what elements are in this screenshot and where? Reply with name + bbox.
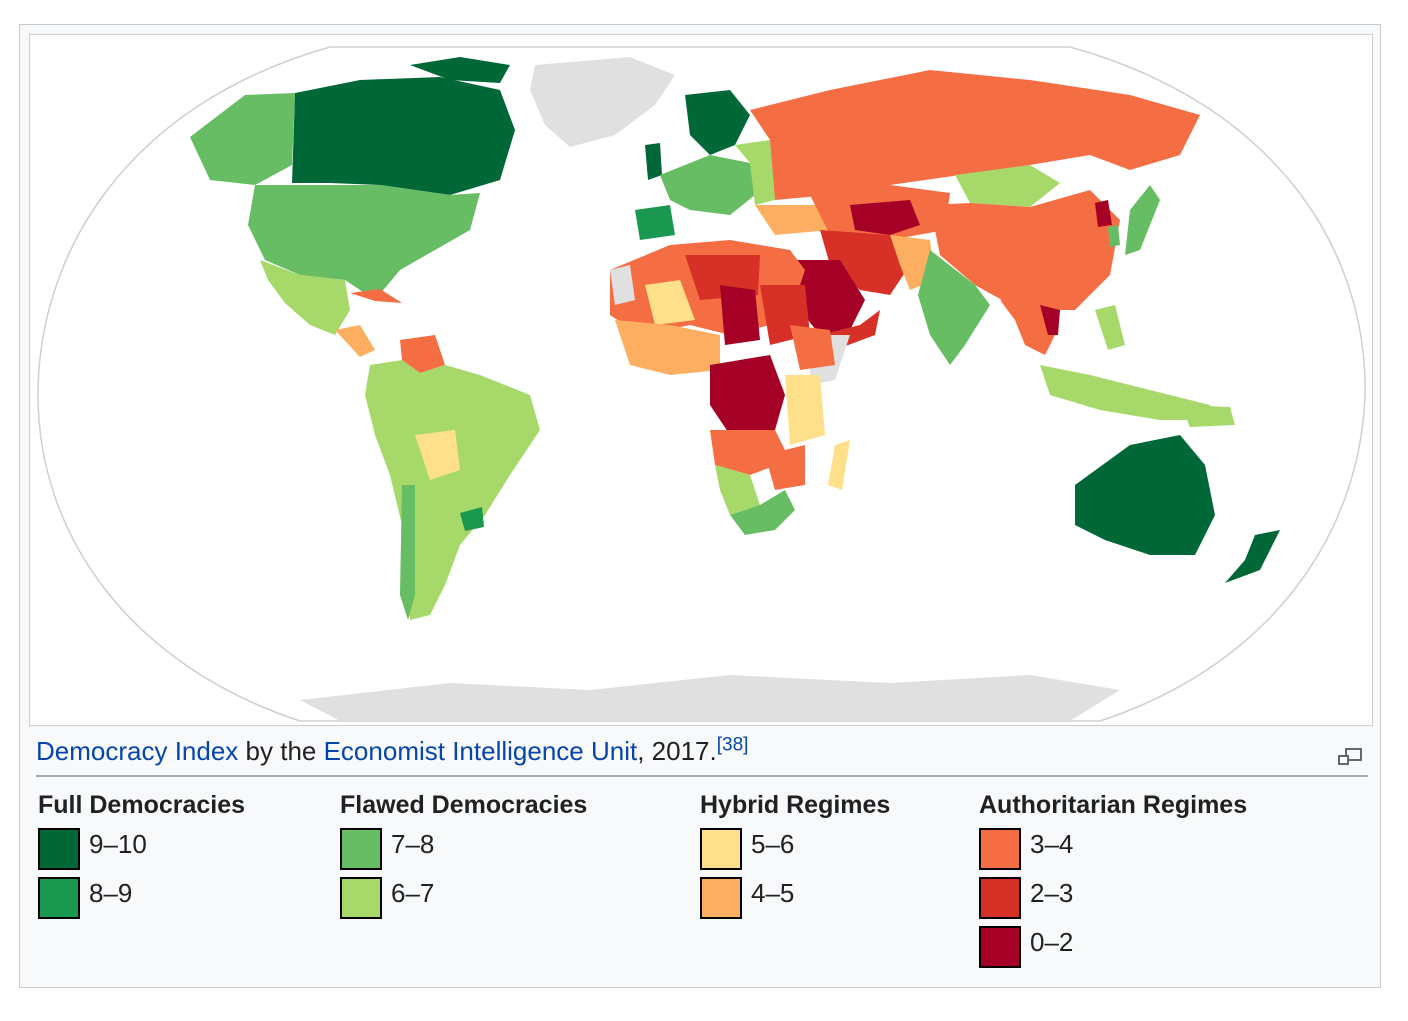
reference: [38] [717,734,749,755]
caption-divider [36,775,1368,777]
world-map [37,46,1366,722]
region-west-africa [615,320,720,375]
world-map-image[interactable] [29,34,1373,726]
legend-swatch [38,828,80,870]
legend-swatch [340,828,382,870]
region-chile [400,485,415,620]
region-japan [1125,185,1160,255]
region-russia [750,70,1200,200]
legend-swatch [38,877,80,919]
region-balkans-turkey [755,205,830,235]
legend-label: 5–6 [751,829,795,859]
region-eastern-europe [735,140,775,205]
region-iberia [635,205,675,240]
legend-item: 0–2 [979,921,1247,970]
caption-text-year: , 2017. [637,736,717,766]
legend-swatch [979,828,1021,870]
region-bolivia [415,430,460,480]
legend-title: Flawed Democracies [340,791,588,819]
region-vietnam-laos [1040,305,1060,335]
region-mongolia [955,165,1060,207]
region-arctic-islands [410,57,510,83]
legend-hybrid-regimes: Hybrid Regimes 5–6 4–5 [700,787,890,921]
legend-label: 6–7 [391,878,435,908]
legend-item: 3–4 [979,823,1247,872]
legend-swatch [700,877,742,919]
region-uruguay [460,507,484,531]
region-indochina [1000,300,1055,355]
legend-item: 2–3 [979,872,1247,921]
legend-authoritarian-regimes: Authoritarian Regimes 3–4 2–3 0–2 [979,787,1247,970]
region-namibia-botswana [715,465,760,515]
legend-title: Authoritarian Regimes [979,791,1248,819]
legend-swatch [340,877,382,919]
legend-item: 8–9 [38,872,245,921]
region-chad [720,285,760,345]
legend-item: 9–10 [38,823,245,872]
region-usa [248,185,480,300]
region-north-korea [1095,200,1112,227]
legend-swatch [979,926,1021,968]
region-greenland [530,57,675,147]
region-south-korea [1108,225,1120,247]
region-afghanistan-syria [850,200,920,235]
region-india [918,250,990,365]
region-papua [1180,405,1235,427]
region-arabia [790,260,865,335]
legend-full-democracies: Full Democracies 9–10 8–9 [38,787,245,921]
legend-label: 4–5 [751,878,795,908]
legend-title: Hybrid Regimes [700,791,891,819]
legend-title: Full Democracies [38,791,246,819]
legend-label: 0–2 [1030,927,1074,957]
legend-flawed-democracies: Flawed Democracies 7–8 6–7 [340,787,587,921]
legend-label: 9–10 [89,829,147,859]
region-madagascar [828,440,850,490]
region-western-europe [660,155,755,215]
region-new-zealand [1225,530,1280,583]
region-western-sahara [610,265,635,305]
region-central-america [335,325,375,357]
region-antarctica [300,675,1120,721]
region-east-africa [785,375,825,445]
region-venezuela [400,335,445,373]
region-mozambique-zimbabwe [765,445,805,490]
figure-caption: Democracy Index by the Economist Intelli… [36,733,1366,779]
region-indonesia [1040,365,1215,420]
region-canada [292,77,515,195]
region-philippines [1095,305,1125,350]
legend-label: 3–4 [1030,829,1074,859]
democracy-index-link[interactable]: Democracy Index [36,736,239,766]
legend-swatch [979,877,1021,919]
caption-text-by: by the [238,736,324,766]
region-uk [645,143,662,180]
legend-swatch [700,828,742,870]
legend-label: 7–8 [391,829,435,859]
eiu-link[interactable]: Economist Intelligence Unit [323,736,638,766]
legend-label: 8–9 [89,878,133,908]
reference-link[interactable]: [38] [716,734,749,756]
legend-item: 7–8 [340,823,587,872]
region-ethiopia [790,325,835,370]
region-iran-iraq [820,230,910,295]
region-australia [1075,435,1215,555]
legend-item: 5–6 [700,823,890,872]
region-mexico [260,260,350,335]
region-scandinavia [685,90,750,155]
region-south-africa [730,490,795,535]
region-china [930,190,1120,310]
region-mali [645,280,695,325]
legend-item: 6–7 [340,872,587,921]
region-central-africa [710,355,785,435]
magnify-icon[interactable] [1337,741,1363,765]
region-alaska [190,93,295,185]
legend-label: 2–3 [1030,878,1074,908]
legend-item: 4–5 [700,872,890,921]
figure-thumbnail: Democracy Index by the Economist Intelli… [19,24,1381,988]
region-cuba [350,289,402,303]
